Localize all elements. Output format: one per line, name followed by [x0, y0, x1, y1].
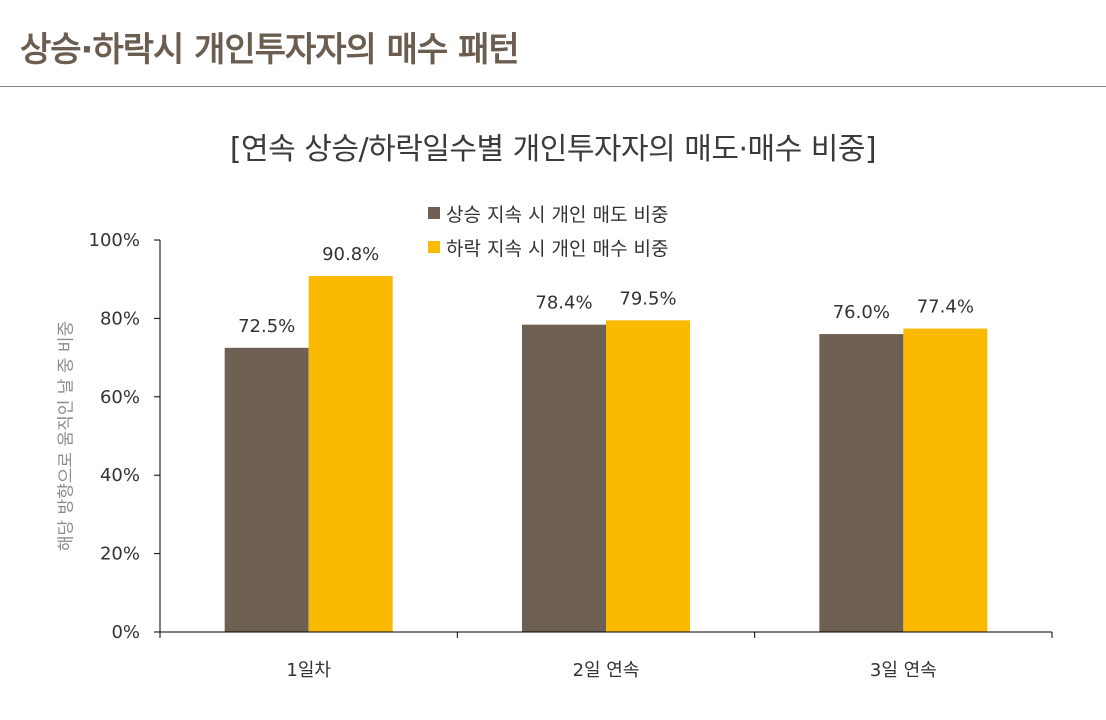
- data-label: 76.0%: [833, 302, 890, 323]
- legend-swatch-rise: [428, 207, 440, 219]
- y-tick-label: 0%: [111, 622, 140, 643]
- bar-rise: [819, 334, 904, 632]
- data-label: 90.8%: [322, 244, 379, 265]
- bar-fall: [308, 276, 393, 632]
- page-title: 상승·하락시 개인투자자의 매수 패턴: [20, 30, 520, 70]
- y-tick-label: 20%: [100, 544, 140, 565]
- data-label: 72.5%: [238, 316, 295, 337]
- y-tick-label: 100%: [89, 230, 140, 251]
- bar-rise: [522, 324, 606, 632]
- data-label: 77.4%: [917, 297, 974, 318]
- y-tick-label: 80%: [100, 308, 140, 329]
- legend-item-rise: 상승 지속 시 개인 매도 비중: [428, 196, 668, 230]
- x-tick-label: 2일 연속: [573, 660, 640, 681]
- legend-label-rise: 상승 지속 시 개인 매도 비중: [446, 203, 669, 226]
- bar-fall: [606, 320, 690, 632]
- title-divider: [0, 86, 1106, 87]
- y-tick-label: 40%: [100, 465, 140, 486]
- bar-rise: [224, 347, 309, 632]
- x-tick-label: 1일차: [286, 660, 331, 681]
- legend-item-fall: 하락 지속 시 개인 매수 비중: [428, 230, 668, 264]
- data-label: 79.5%: [619, 288, 676, 309]
- x-tick-label: 3일 연속: [870, 660, 937, 681]
- chart-title: [연속 상승/하락일수별 개인투자자의 매도·매수 비중]: [229, 132, 877, 167]
- legend-label-fall: 하락 지속 시 개인 매수 비중: [446, 237, 669, 260]
- data-label: 78.4%: [535, 293, 592, 314]
- chart-legend: 상승 지속 시 개인 매도 비중 하락 지속 시 개인 매수 비중: [428, 196, 668, 264]
- bar-fall: [903, 328, 988, 632]
- y-tick-label: 60%: [100, 387, 140, 408]
- legend-swatch-fall: [428, 241, 440, 253]
